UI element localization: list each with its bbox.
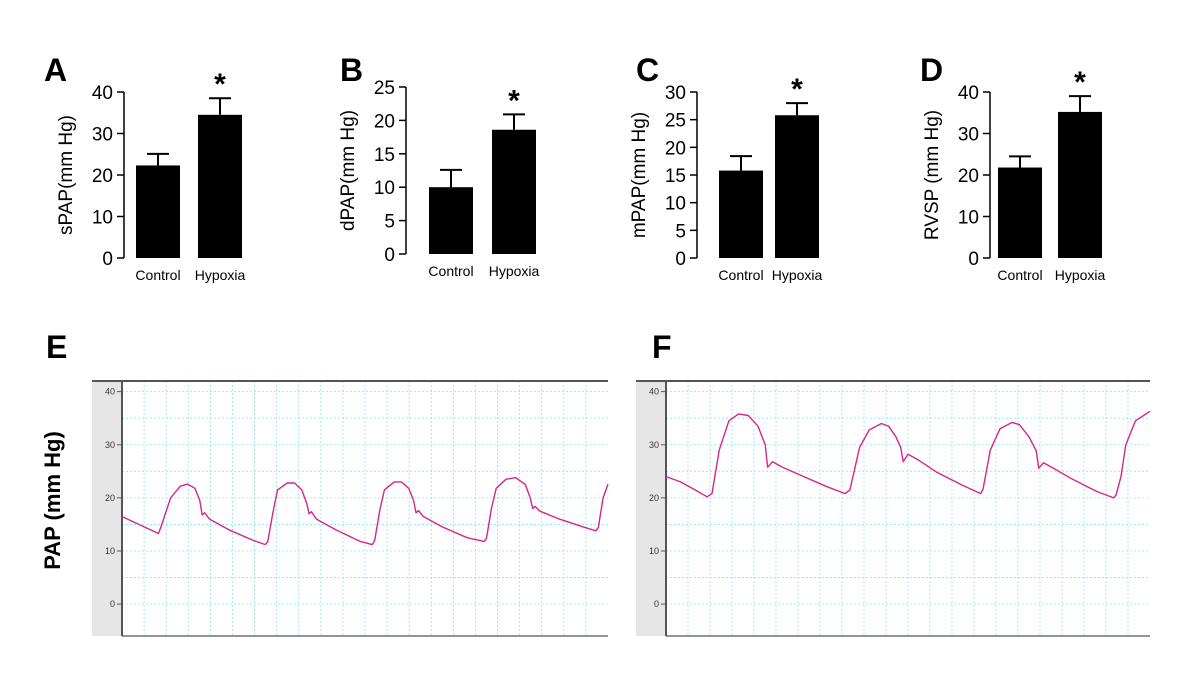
chart-panel-e: E 0 10 20 30 40 PAP (mm Hg) <box>40 329 609 637</box>
y-axis-label: sPAP(mm Hg) <box>56 115 77 235</box>
trace-y-tick-label: 10 <box>105 546 115 556</box>
chart-panel-c: C 0 5 10 15 20 25 30 mPAP(mm Hg) Control Hypoxia * <box>629 52 822 283</box>
y-tick-label: 0 <box>675 249 686 270</box>
trace-y-tick-label: 0 <box>654 599 659 609</box>
trace-y-tick-label: 0 <box>110 599 115 609</box>
pressure-traces: E 0 10 20 30 40 PAP (mm Hg) F 0 10 20 30 40 <box>40 329 1151 637</box>
y-tick-label: 20 <box>665 138 686 159</box>
y-tick-label: 20 <box>374 111 395 132</box>
category-label: Control <box>135 267 180 283</box>
y-tick-label: 0 <box>102 249 113 270</box>
trace-y-tick-label: 20 <box>105 493 115 503</box>
bar-hypoxia <box>1058 111 1102 258</box>
significance-marker: * <box>214 68 226 101</box>
y-tick-label: 10 <box>92 208 113 229</box>
category-label: Control <box>428 263 473 279</box>
significance-marker: * <box>791 73 803 106</box>
trace-y-tick-label: 30 <box>649 440 659 450</box>
category-label: Hypoxia <box>489 263 540 279</box>
bar-control <box>136 165 180 258</box>
y-tick-label: 40 <box>958 83 979 104</box>
panel-label: D <box>920 52 943 88</box>
chart-panel-f: F 0 10 20 30 40 <box>636 329 1151 637</box>
y-tick-label: 20 <box>958 166 979 187</box>
trace-y-tick-label: 10 <box>649 546 659 556</box>
trace-y-tick-label: 20 <box>649 493 659 503</box>
y-tick-label: 5 <box>384 212 395 233</box>
y-axis-label: RVSP (mm Hg) <box>922 110 943 240</box>
y-tick-label: 0 <box>968 249 979 270</box>
panel-label: E <box>46 329 67 365</box>
y-axis-label: dPAP(mm Hg) <box>338 110 359 231</box>
bar-control <box>429 187 473 254</box>
bar-charts: A 0 10 20 30 40 sPAP(mm Hg) Control Hypoxia * B 0 5 1… <box>44 52 1105 283</box>
y-tick-label: 30 <box>92 125 113 146</box>
category-label: Hypoxia <box>1055 267 1106 283</box>
trace-grid <box>122 381 608 636</box>
y-tick-label: 30 <box>958 125 979 146</box>
trace-axis-strip <box>92 381 122 636</box>
y-tick-label: 40 <box>92 83 113 104</box>
y-tick-label: 0 <box>384 245 395 266</box>
trace-grid <box>666 381 1150 636</box>
y-tick-label: 30 <box>665 83 686 104</box>
category-label: Control <box>997 267 1042 283</box>
category-label: Control <box>718 267 763 283</box>
panel-label: C <box>636 52 659 88</box>
bar-control <box>719 170 763 258</box>
significance-marker: * <box>1074 66 1086 99</box>
y-tick-label: 25 <box>374 78 395 99</box>
panel-label: A <box>44 52 67 88</box>
y-tick-label: 10 <box>374 178 395 199</box>
significance-marker: * <box>508 84 520 117</box>
bar-hypoxia <box>775 115 819 259</box>
pressure-trace-line <box>665 410 1151 499</box>
y-tick-label: 5 <box>675 221 686 242</box>
trace-y-axis-label: PAP (mm Hg) <box>40 431 65 570</box>
bar-hypoxia <box>492 129 536 254</box>
chart-panel-d: D 0 10 20 30 40 RVSP (mm Hg) Control Hypoxia * <box>920 52 1105 283</box>
category-label: Hypoxia <box>772 267 823 283</box>
panel-label: F <box>652 329 672 365</box>
y-tick-label: 15 <box>374 145 395 166</box>
pressure-trace-line <box>121 477 609 546</box>
y-tick-label: 15 <box>665 166 686 187</box>
y-axis-label: mPAP(mm Hg) <box>629 112 650 238</box>
trace-y-tick-label: 40 <box>649 387 659 397</box>
chart-panel-a: A 0 10 20 30 40 sPAP(mm Hg) Control Hypoxia * <box>44 52 245 283</box>
trace-axis-strip <box>636 381 666 636</box>
y-tick-label: 20 <box>92 166 113 187</box>
bar-control <box>998 167 1042 258</box>
bar-hypoxia <box>198 114 242 258</box>
chart-panel-b: B 0 5 10 15 20 25 dPAP(mm Hg) Control Hypoxia * <box>338 52 539 279</box>
y-tick-label: 10 <box>665 194 686 215</box>
trace-y-tick-label: 30 <box>105 440 115 450</box>
trace-y-tick-label: 40 <box>105 387 115 397</box>
category-label: Hypoxia <box>195 267 246 283</box>
y-tick-label: 25 <box>665 111 686 132</box>
panel-label: B <box>340 52 363 88</box>
y-tick-label: 10 <box>958 208 979 229</box>
